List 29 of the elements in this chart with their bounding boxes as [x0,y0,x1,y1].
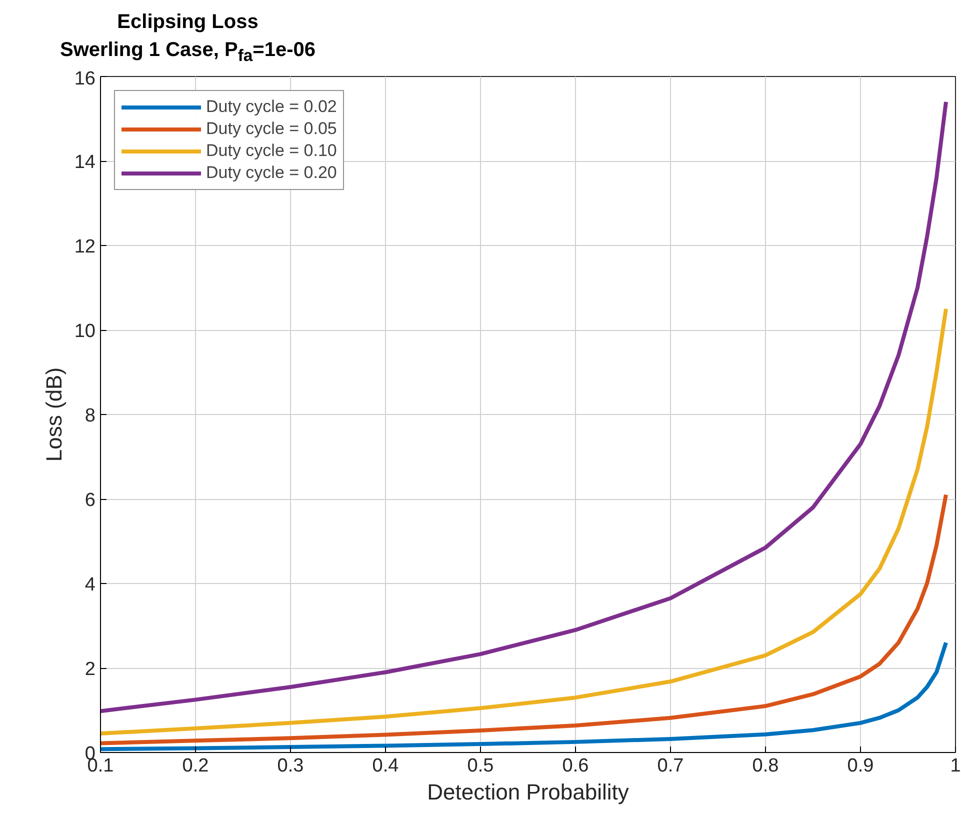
line-series [100,492,948,746]
y-tick-label: 12 [74,236,96,258]
legend-label: Duty cycle = 0.05 [206,119,337,139]
x-tick-label: 1 [950,756,961,776]
x-axis-title: Detection Probability [427,780,629,804]
chart-title: Eclipsing Loss [117,11,258,33]
x-tick-label: 0.8 [752,756,779,776]
x-tick-label: 0.4 [372,756,400,776]
y-tick-label: 6 [84,490,96,511]
x-tick-label: 0.9 [847,756,874,776]
y-tick-label: 8 [84,406,96,426]
line-series [100,100,948,714]
x-tick-label: 0.5 [467,756,494,776]
y-tick-label: 10 [74,321,96,342]
line-series [100,306,948,736]
line-series [100,640,948,752]
y-tick-label: 2 [84,659,96,680]
x-tick-label: 0.3 [277,756,304,776]
y-tick-label: 14 [74,152,96,173]
x-tick-label: 0.6 [562,756,589,776]
x-tick-label: 0.7 [657,756,684,776]
x-tick-label: 0.2 [182,756,209,776]
y-axis-title: Loss (dB) [41,367,66,462]
y-tick-label: 4 [84,574,96,596]
legend-label: Duty cycle = 0.02 [206,97,337,117]
y-tick-label: 16 [74,68,96,90]
legend-label: Duty cycle = 0.20 [206,163,337,183]
legend-label: Duty cycle = 0.10 [206,141,337,161]
chart-subtitle: Swerling 1 Case, P$_{fa}$=1e-06 [60,39,316,65]
